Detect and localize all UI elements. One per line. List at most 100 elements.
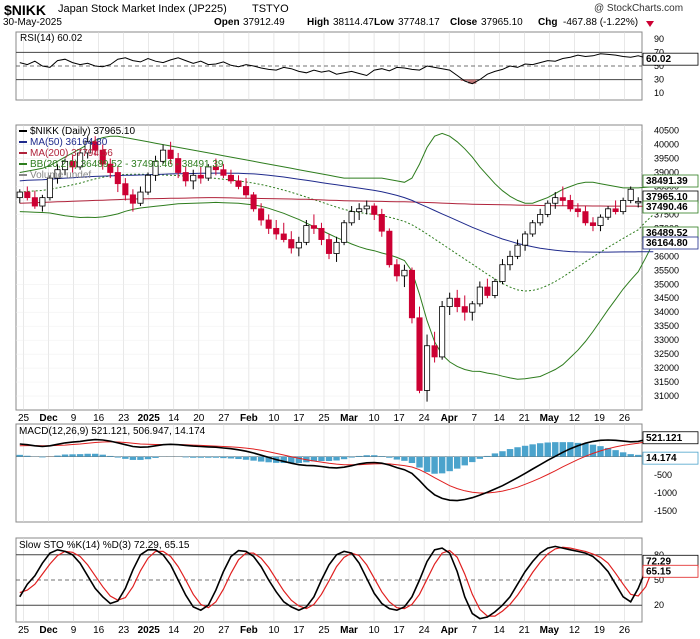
x-tick-label-bottom: 17 xyxy=(293,625,305,636)
price-tag-box xyxy=(642,236,699,250)
date-label: 30-May-2025 xyxy=(3,17,62,28)
x-tick-label: 7 xyxy=(471,413,477,424)
price-y-tick: 35000 xyxy=(654,279,679,289)
candle-down xyxy=(258,208,265,221)
candle-up xyxy=(190,174,197,182)
rsi-last-tag-box xyxy=(642,52,699,66)
high-value: 38114.47 xyxy=(333,17,374,28)
x-tick-label-bottom: 10 xyxy=(268,625,280,636)
x-tick-label: 19 xyxy=(594,413,606,424)
price-y-tick: 33500 xyxy=(654,321,679,331)
stoch-k-line xyxy=(19,545,654,620)
candle-up xyxy=(424,345,431,391)
x-tick-label: 23 xyxy=(118,413,130,424)
price-y-tick: 32500 xyxy=(654,349,679,359)
rsi-y-tick: 30 xyxy=(654,75,664,85)
legend-entry: $NIKK (Daily) 37965.10 xyxy=(30,126,135,137)
open-value: 37912.49 xyxy=(243,17,285,28)
candle-down xyxy=(212,166,219,171)
candle-up xyxy=(160,149,167,162)
x-tick-label-bottom: 7 xyxy=(471,625,477,636)
x-tick-label-bottom: 2025 xyxy=(138,625,161,636)
low-label: Low xyxy=(374,17,394,28)
rsi-last-tag: 60.02 xyxy=(646,54,671,65)
x-tick-label: 26 xyxy=(619,413,631,424)
candle-down xyxy=(175,158,182,173)
candle-down xyxy=(129,194,136,204)
candle-up xyxy=(522,233,529,246)
x-tick-label: 10 xyxy=(369,413,381,424)
x-tick-label: 25 xyxy=(318,413,330,424)
candle-up xyxy=(439,306,446,358)
x-tick-label: Mar xyxy=(340,413,358,424)
rsi-y-tick: 50 xyxy=(654,61,664,71)
candle-up xyxy=(205,166,212,179)
stoch-title: Slow STO %K(14) %D(3) 72.29, 65.15 xyxy=(19,540,190,551)
price-y-tick: 33000 xyxy=(654,335,679,345)
price-tag: 36164.80 xyxy=(646,238,688,249)
x-tick-label-bottom: 23 xyxy=(118,625,130,636)
candle-up xyxy=(341,222,348,243)
macd-hist-tag: 14.174 xyxy=(646,453,677,464)
close-label: Close xyxy=(450,17,478,28)
price-y-tick: 31500 xyxy=(654,377,679,387)
candle-down xyxy=(99,149,106,165)
x-tick-label-bottom: Mar xyxy=(340,625,358,636)
close-value: 37965.10 xyxy=(481,17,523,28)
macd-panel xyxy=(15,423,643,523)
candle-up xyxy=(627,188,634,201)
candle-down xyxy=(250,194,257,210)
x-tick-label-bottom: May xyxy=(540,625,560,636)
x-tick-label: 25 xyxy=(18,413,30,424)
price-y-tick: 36000 xyxy=(654,251,679,261)
exchange-label: TSTYO xyxy=(252,3,289,15)
candle-up xyxy=(295,241,302,249)
candle-up xyxy=(77,152,84,168)
candle-up xyxy=(61,160,69,171)
candle-down xyxy=(280,233,287,240)
price-y-tick: 34500 xyxy=(654,293,679,303)
x-tick-label: 27 xyxy=(218,413,230,424)
price-y-tick: 40000 xyxy=(654,140,679,150)
candle-down xyxy=(288,239,295,249)
candle-up xyxy=(635,201,642,204)
stoch-d-tag: 65.15 xyxy=(646,566,671,577)
candle-down xyxy=(559,197,566,201)
legend-entry: BB(20,2.0) 36489.52 - 37490.46 - 38491.3… xyxy=(30,159,224,170)
rsi-title: RSI(14) 60.02 xyxy=(20,33,83,44)
x-tick-label: 2025 xyxy=(138,413,161,424)
candle-up xyxy=(544,202,551,215)
candle-up xyxy=(552,197,559,204)
rsi-line xyxy=(19,53,677,85)
x-tick-label: 20 xyxy=(193,413,205,424)
price-y-tick: 40500 xyxy=(654,126,679,136)
chart-header: $NIKK Japan Stock Market Index (JP225) T… xyxy=(0,0,700,32)
x-tick-label-bottom: 10 xyxy=(369,625,381,636)
price-y-tick: 39500 xyxy=(654,154,679,164)
bb-upper-line xyxy=(19,132,654,204)
macd-hist-tag-box xyxy=(642,451,699,465)
price-tag: 37490.46 xyxy=(646,202,688,213)
candle-up xyxy=(476,286,483,305)
price-tag-box xyxy=(642,174,699,188)
x-tick-label-bottom: 19 xyxy=(594,625,606,636)
candle-down xyxy=(393,264,400,277)
open-label: Open xyxy=(214,17,240,28)
candle-up xyxy=(499,264,506,282)
price-y-tick: 31000 xyxy=(654,391,679,401)
candle-down xyxy=(235,180,242,187)
macd-title: MACD(12,26,9) 521.121, 506.947, 14.174 xyxy=(19,426,206,437)
x-tick-label-bottom: 25 xyxy=(318,625,330,636)
legend-entry: MA(50) 36164.80 xyxy=(30,137,108,148)
candle-down xyxy=(122,183,129,196)
price-y-tick: 35500 xyxy=(654,265,679,275)
candle-up xyxy=(506,255,514,266)
candle-down xyxy=(386,230,393,266)
x-tick-label: Apr xyxy=(441,413,458,424)
instrument-name: Japan Stock Market Index (JP225) xyxy=(58,3,227,15)
rsi-y-tick: 70 xyxy=(654,47,664,57)
candle-down xyxy=(107,163,114,173)
x-tick-label: 14 xyxy=(168,413,180,424)
x-tick-label-bottom: 14 xyxy=(168,625,180,636)
